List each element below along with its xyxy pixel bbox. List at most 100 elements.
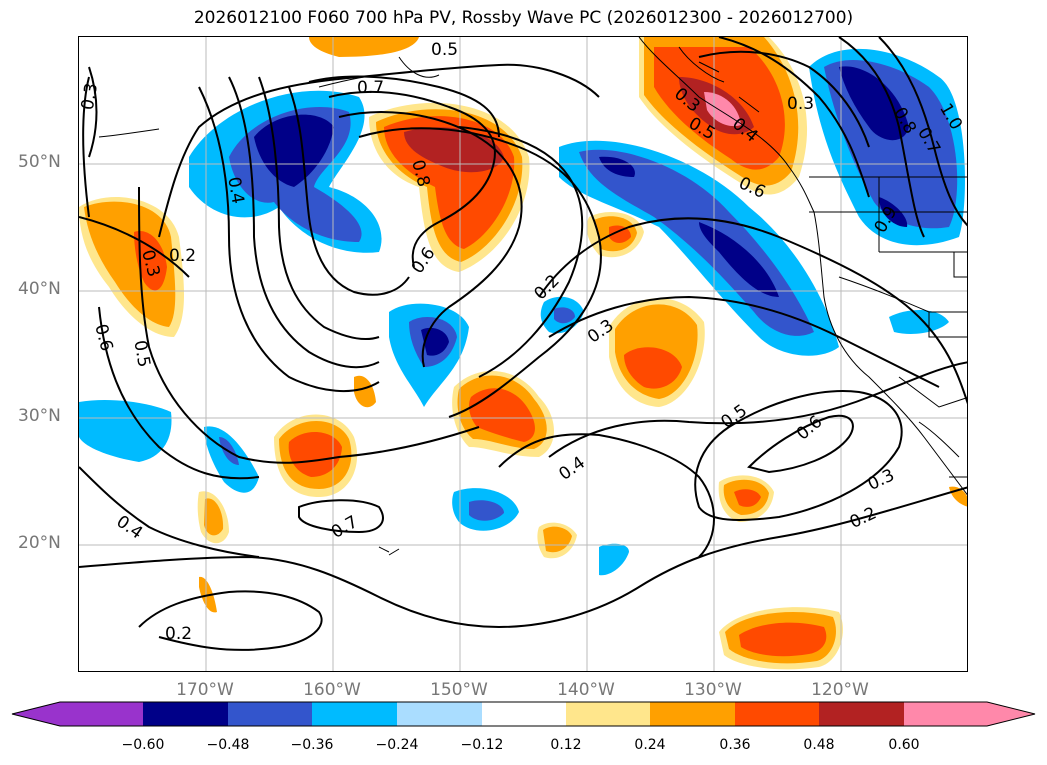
contour-label: 0.4 bbox=[113, 512, 147, 544]
pos-region-sw-core bbox=[288, 431, 342, 477]
contour-small-sw bbox=[298, 499, 384, 534]
colorbar-segments bbox=[12, 702, 1035, 726]
contour-nw-loop1 bbox=[198, 86, 380, 393]
neg-region-east-band-core2 bbox=[699, 222, 779, 297]
contour-nw-loop3 bbox=[258, 76, 380, 340]
colorbar-segment bbox=[650, 702, 736, 726]
colorbar-segment bbox=[566, 702, 651, 726]
coastlines bbox=[98, 37, 967, 556]
lon-label-150w: 150°W bbox=[430, 680, 488, 700]
pos-region-c3-core bbox=[624, 347, 682, 389]
colorbar-segment bbox=[397, 702, 483, 726]
contour-ribbon-08 bbox=[328, 90, 496, 268]
colorbar-segment bbox=[819, 702, 905, 726]
contour-label: 0.4 bbox=[223, 175, 247, 205]
pos-region-w-mid bbox=[84, 201, 176, 327]
lat-label-40n: 40°N bbox=[18, 279, 61, 299]
colorbar-tick-label: 0.60 bbox=[888, 737, 920, 753]
contour-label: 0.5 bbox=[717, 401, 751, 433]
neg-region-ssw-small bbox=[599, 543, 629, 576]
colorbar-tick-label: −0.36 bbox=[290, 737, 334, 753]
colorbar-segment bbox=[228, 702, 313, 726]
negative-anomaly-fills bbox=[79, 48, 965, 576]
contour-label: 0.7 bbox=[357, 78, 384, 98]
contour-label: 0.3 bbox=[865, 465, 898, 495]
neg-region-east-band-core bbox=[599, 156, 635, 177]
lon-label-140w: 140°W bbox=[557, 680, 615, 700]
contour-0.5-w bbox=[138, 186, 480, 464]
neg-region-ne-core bbox=[839, 66, 909, 141]
contour-ne-loops2 bbox=[718, 37, 870, 198]
neg-region-east-band-mid bbox=[579, 149, 814, 336]
colorbar-tick-label: −0.12 bbox=[460, 737, 504, 753]
colorbar-segment bbox=[735, 702, 820, 726]
pos-region-top-c bbox=[309, 37, 419, 57]
contour-label: 0.2 bbox=[169, 246, 196, 266]
colorbar-outline bbox=[11, 701, 1036, 727]
contour-label: 0.2 bbox=[165, 624, 192, 644]
lon-label-160w: 160°W bbox=[303, 680, 361, 700]
pos-region-c2-core bbox=[609, 225, 631, 243]
contour-0.4-sw bbox=[79, 466, 260, 558]
chart-title: 2026012100 F060 700 hPa PV, Rossby Wave … bbox=[193, 8, 854, 28]
contour-e-02 bbox=[538, 217, 967, 405]
contour-e-ring2 bbox=[548, 361, 967, 458]
contour-ne-loops3 bbox=[838, 37, 925, 238]
contour-label: 0.3 bbox=[79, 82, 102, 112]
colorbar bbox=[11, 701, 1036, 727]
contour-s-long bbox=[79, 486, 967, 629]
neg-region-w-edge bbox=[79, 400, 172, 462]
contour-inner-nw bbox=[288, 86, 410, 296]
pos-region-w-core bbox=[134, 231, 167, 291]
contour-label: 0.6 bbox=[90, 322, 116, 353]
colorbar-segment bbox=[904, 702, 988, 726]
contour-ne-loops4 bbox=[878, 37, 967, 227]
contour-label: 0.3 bbox=[787, 94, 814, 114]
neg-region-s-small-core bbox=[469, 500, 504, 521]
neg-region-cw-small-core bbox=[554, 307, 575, 324]
pv-contours bbox=[79, 37, 967, 651]
pos-region-sse-core bbox=[739, 622, 827, 657]
lat-label-50n: 50°N bbox=[18, 152, 61, 172]
pos-region-sww-mid bbox=[204, 498, 224, 536]
colorbar-tick-label: −0.24 bbox=[375, 737, 419, 753]
contour-se-loop1 bbox=[694, 390, 903, 521]
colorbar-extend-low bbox=[12, 702, 60, 726]
colorbar-extend-high bbox=[987, 702, 1035, 726]
colorbar-tick-label: 0.12 bbox=[550, 737, 582, 753]
contour-label: 0.5 bbox=[129, 339, 153, 369]
contour-se-loop2 bbox=[747, 414, 854, 474]
lon-label-120w: 120°W bbox=[811, 680, 869, 700]
lat-label-20n: 20°N bbox=[18, 533, 61, 553]
colorbar-tick-label: −0.48 bbox=[206, 737, 250, 753]
pos-region-ww-small bbox=[354, 375, 376, 408]
colorbar-tick-label: 0.36 bbox=[719, 737, 751, 753]
neg-region-e-edge bbox=[889, 310, 949, 334]
colorbar-segment bbox=[482, 702, 567, 726]
contour-ribbon-07 bbox=[308, 75, 500, 138]
contour-se-loop3 bbox=[79, 216, 190, 278]
lat-label-30n: 30°N bbox=[18, 406, 61, 426]
neg-region-nw-core bbox=[254, 114, 334, 187]
colorbar-tick-label: 0.48 bbox=[803, 737, 835, 753]
contour-label: 0.2 bbox=[847, 503, 880, 533]
pos-region-se-core bbox=[734, 489, 761, 507]
contour-e-03 bbox=[548, 295, 940, 388]
pos-region-s-small-mid bbox=[543, 526, 572, 553]
contour-c-04 bbox=[458, 126, 584, 378]
pos-region-cs-core bbox=[469, 388, 535, 442]
contour-ne-loops bbox=[698, 50, 870, 148]
contour-label: 0.4 bbox=[555, 453, 589, 485]
map-frame[interactable]: 0.3 0.5 0.7 0.4 0.8 0.2 0.3 0.6 0.5 0.6 … bbox=[78, 36, 968, 672]
colorbar-segment bbox=[143, 702, 229, 726]
contour-0.6-w bbox=[98, 306, 260, 480]
map-canvas: 0.3 0.5 0.7 0.4 0.8 0.2 0.3 0.6 0.5 0.6 … bbox=[79, 37, 967, 671]
contour-nw-loop2 bbox=[228, 76, 380, 369]
lon-label-130w: 130°W bbox=[684, 680, 742, 700]
colorbar-segment bbox=[60, 702, 144, 726]
contour-c-big bbox=[358, 127, 602, 418]
graticule bbox=[79, 37, 967, 671]
lon-label-170w: 170°W bbox=[176, 680, 234, 700]
colorbar-segment bbox=[312, 702, 398, 726]
colorbar-tick-label: 0.24 bbox=[634, 737, 666, 753]
